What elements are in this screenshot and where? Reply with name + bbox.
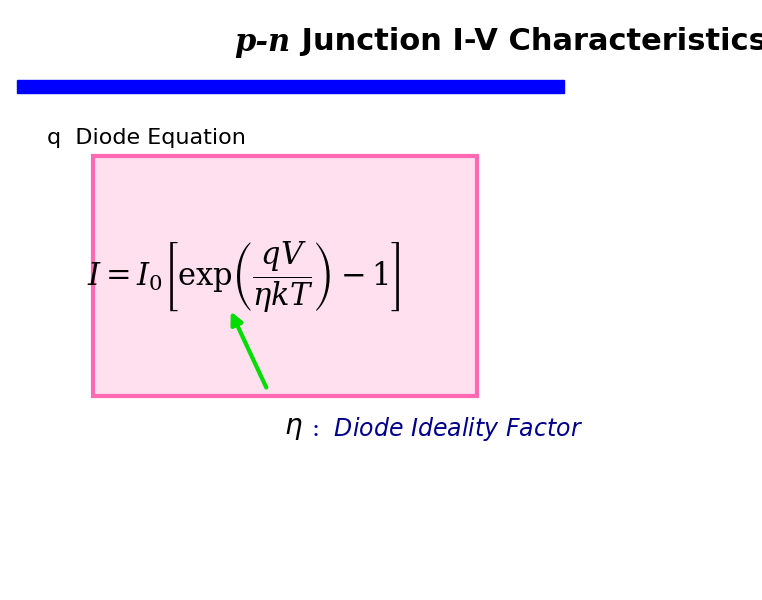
Text: :  $\it{Diode\ Ideality\ Factor}$: : $\it{Diode\ Ideality\ Factor}$ xyxy=(311,415,583,443)
FancyBboxPatch shape xyxy=(93,156,477,396)
Text: Junction I-V Characteristics: Junction I-V Characteristics xyxy=(290,28,762,56)
Text: p-n: p-n xyxy=(235,26,290,58)
Text: $\eta$: $\eta$ xyxy=(283,415,303,443)
Text: q  Diode Equation: q Diode Equation xyxy=(46,128,245,148)
FancyBboxPatch shape xyxy=(18,80,564,93)
Text: $I = I_0 \left[ \exp\!\left(\dfrac{qV}{\eta k T}\right) - 1 \right]$: $I = I_0 \left[ \exp\!\left(\dfrac{qV}{\… xyxy=(88,238,401,313)
